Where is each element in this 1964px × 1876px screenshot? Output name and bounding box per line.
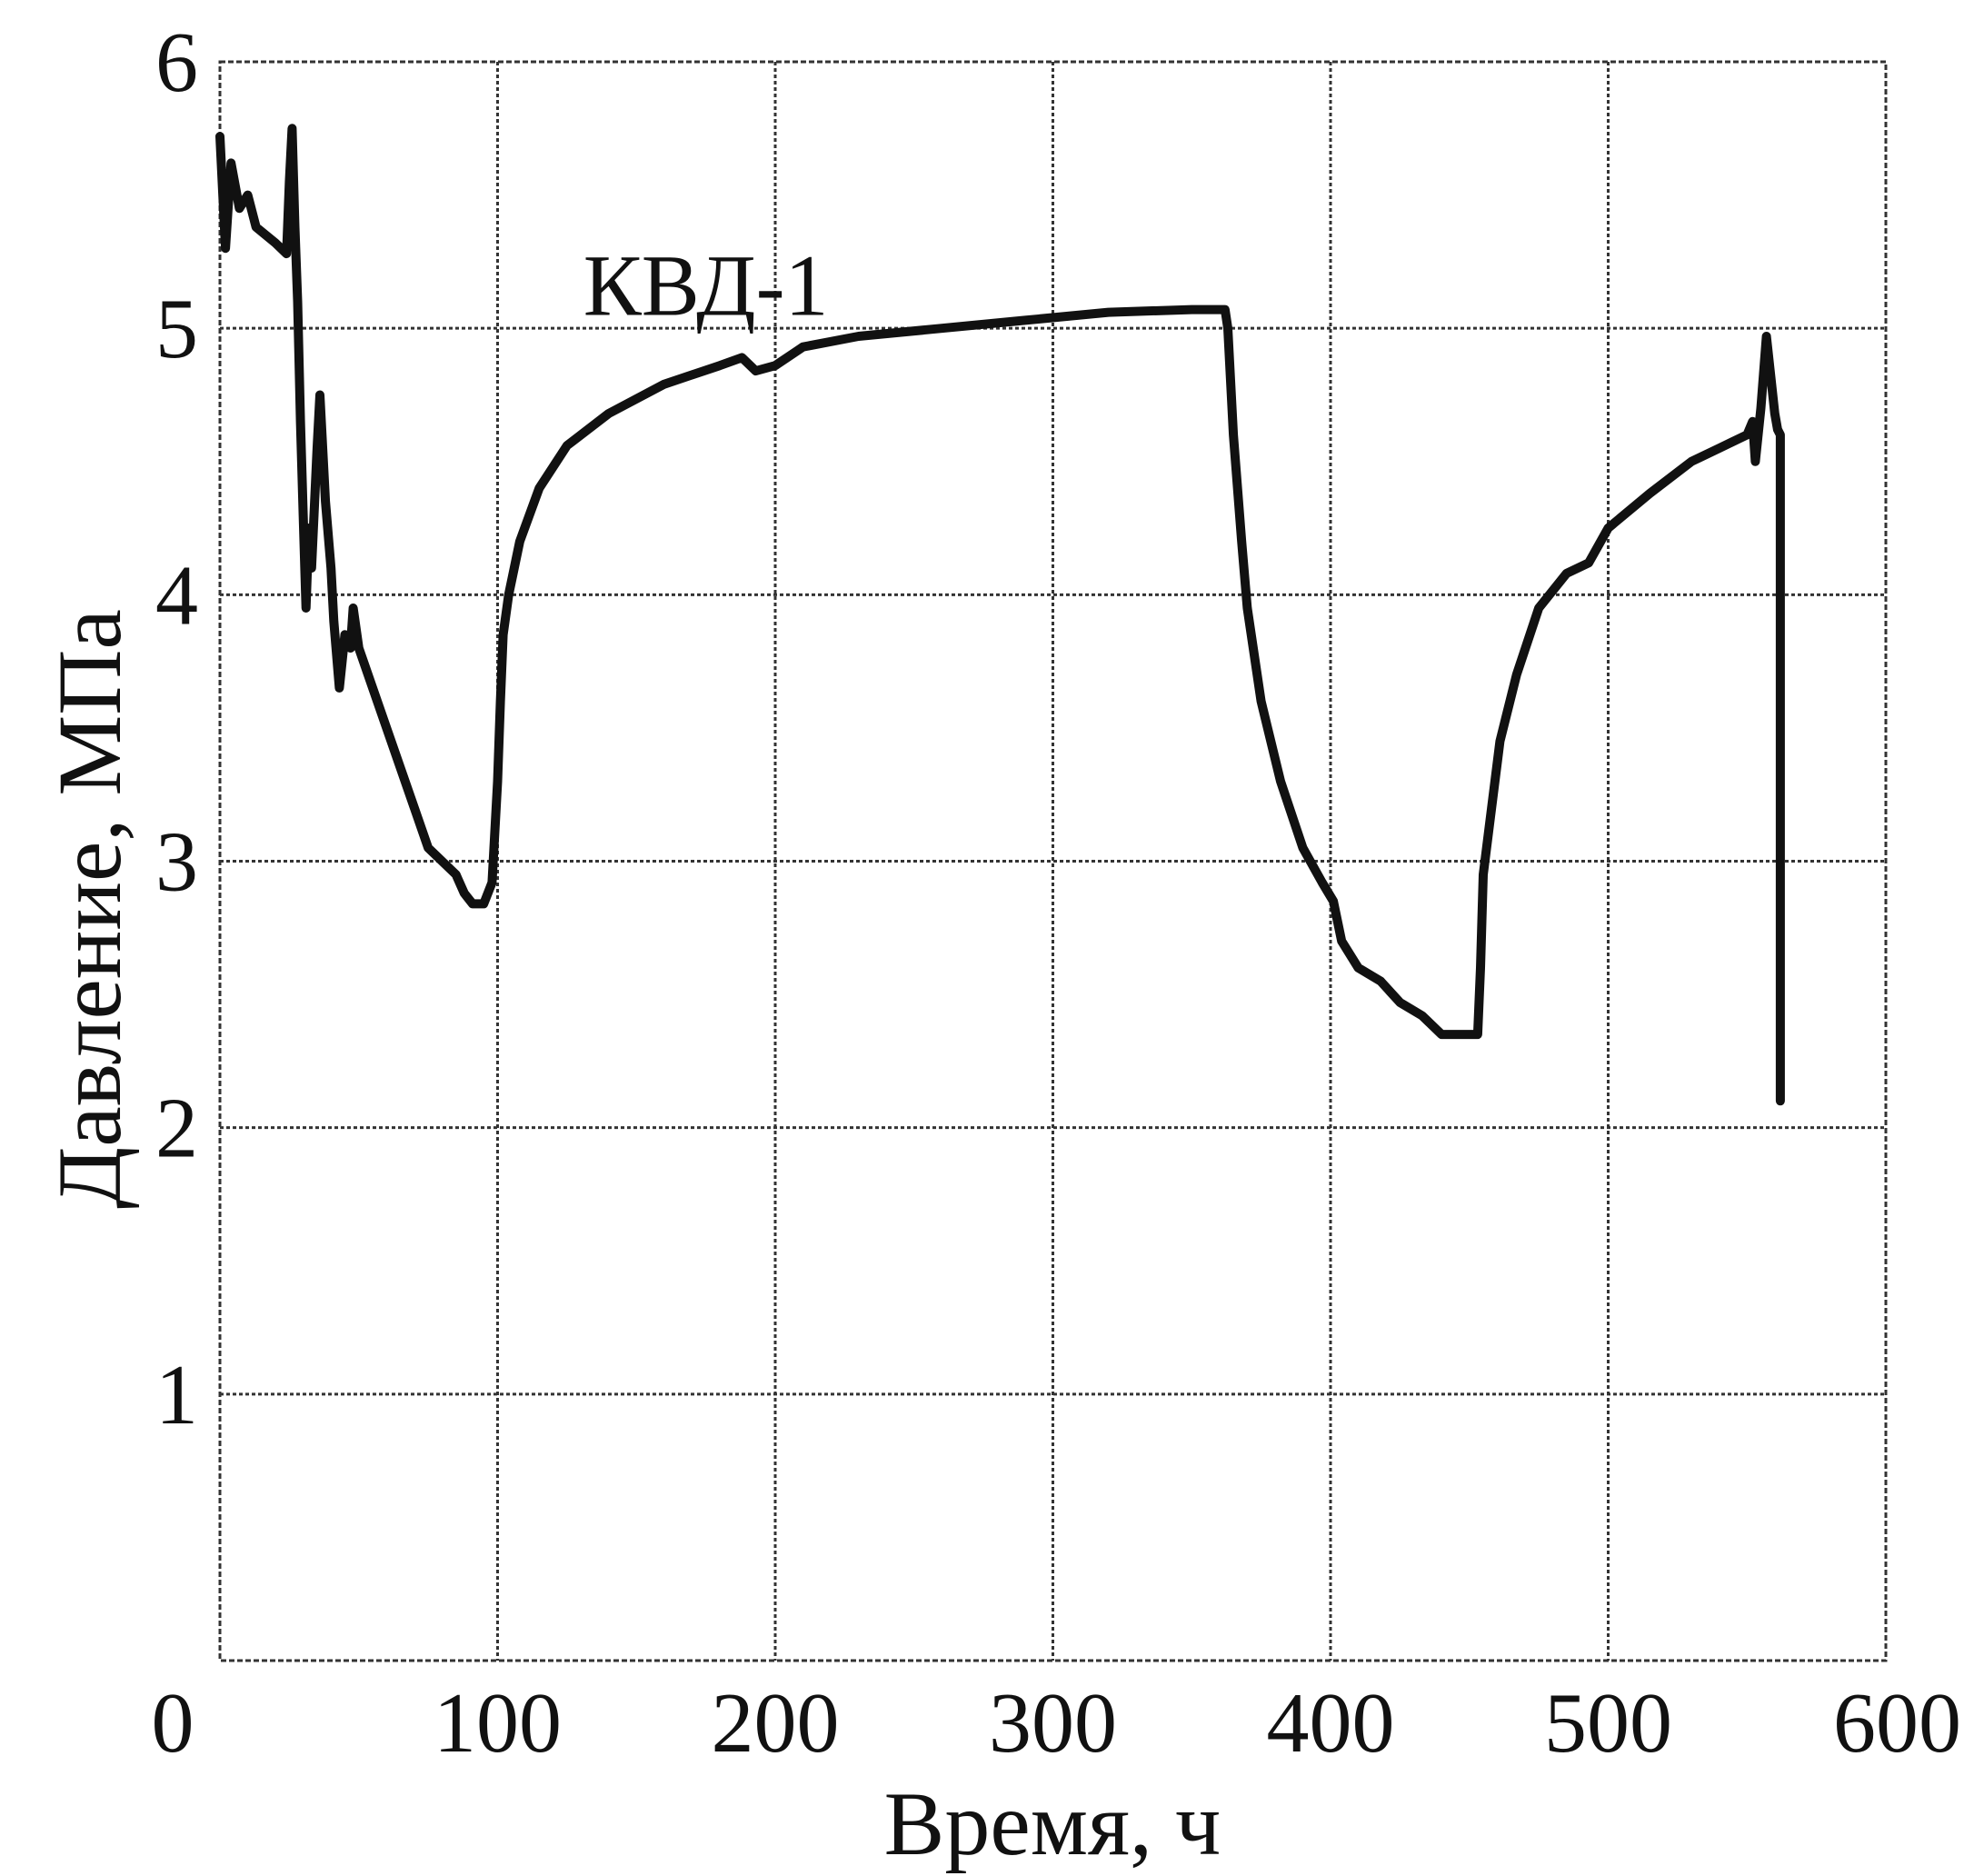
y-tick-label: 6 (155, 15, 198, 110)
y-tick-label: 4 (155, 548, 198, 643)
grid-lines (220, 62, 1886, 1661)
x-tick-label: 0 (152, 1676, 194, 1771)
y-axis-title: Давление, МПа (39, 609, 140, 1209)
x-axis-title: Время, ч (884, 1773, 1221, 1874)
x-tick-label: 200 (712, 1676, 840, 1771)
x-tick-label: 600 (1833, 1676, 1961, 1771)
x-tick-label: 400 (1267, 1676, 1395, 1771)
x-tick-label: 100 (434, 1676, 562, 1771)
x-tick-label: 300 (989, 1676, 1117, 1771)
y-tick-label: 1 (155, 1348, 198, 1442)
x-tick-label: 500 (1544, 1676, 1672, 1771)
y-tick-label: 3 (155, 815, 198, 910)
kvd-1-annotation: КВД-1 (583, 237, 829, 334)
tick-labels: 0 100 200 300 400 500 600 1 2 3 4 5 6 (152, 15, 1962, 1771)
plot-area-frame (218, 60, 1888, 1662)
y-tick-label: 2 (155, 1082, 198, 1176)
series-group (215, 124, 1785, 1106)
pressure-series-line (215, 124, 1785, 1106)
y-tick-label: 5 (155, 282, 198, 376)
